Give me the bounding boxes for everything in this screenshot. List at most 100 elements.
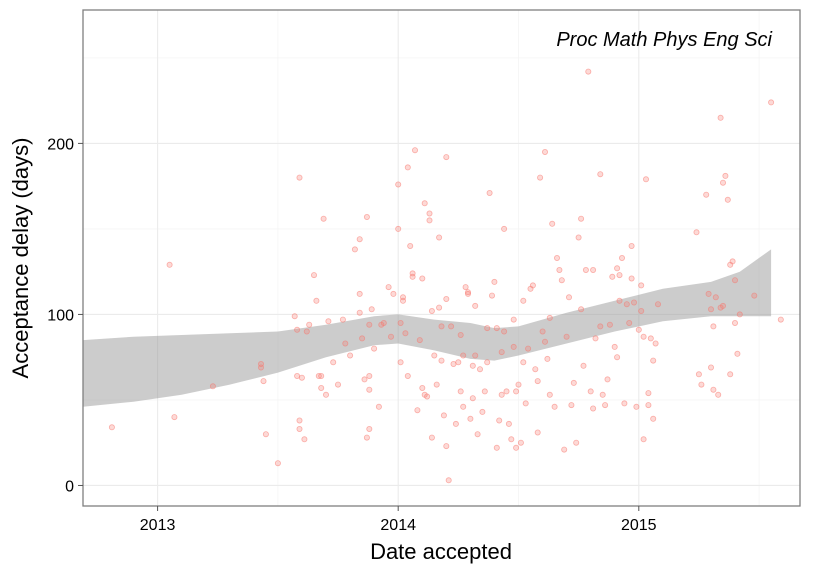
data-point [597,323,604,330]
data-point [320,215,327,222]
x-axis-title: Date accepted [370,539,512,564]
data-point [294,326,301,333]
data-point [171,414,178,421]
data-point [563,333,570,340]
data-point [729,258,736,265]
data-point [633,403,640,410]
data-point [334,381,341,388]
data-point [578,306,585,313]
data-point [616,297,623,304]
data-point [409,270,416,277]
data-point [720,302,727,309]
data-point [443,443,450,450]
data-point [260,378,267,385]
data-point [347,352,354,359]
data-point [404,372,411,379]
data-point [736,311,743,318]
data-point [710,386,717,393]
data-point [635,326,642,333]
data-point [777,316,784,323]
data-point [469,362,476,369]
data-point [517,439,524,446]
data-point [705,290,712,297]
data-point [488,292,495,299]
data-point [166,261,173,268]
data-point [539,328,546,335]
y-axis-ticks: 0 100 200 [47,136,83,495]
data-point [556,266,563,273]
data-point [262,431,269,438]
data-point [363,434,370,441]
data-point [520,297,527,304]
data-point [491,278,498,285]
data-point [414,407,421,414]
data-point [366,321,373,328]
data-point [108,424,115,431]
data-point [510,316,517,323]
data-point [645,390,652,397]
data-points [108,68,784,484]
data-point [443,154,450,161]
data-point [532,366,539,373]
data-point [390,290,397,297]
data-point [356,236,363,243]
y-axis-title: Acceptance delay (days) [8,138,33,379]
data-point [501,225,508,232]
data-point [472,302,479,309]
data-point [440,412,447,419]
y-tick-label: 200 [47,136,74,153]
data-point [428,434,435,441]
data-point [274,460,281,467]
data-point [537,174,544,181]
data-point [493,325,500,332]
data-point [339,316,346,323]
data-point [585,68,592,75]
annotation-journal: Proc Math Phys Eng Sci [556,29,772,51]
data-point [395,181,402,188]
data-point [363,213,370,220]
data-point [387,333,394,340]
data-point [296,417,303,424]
data-point [520,359,527,366]
data-point [570,379,577,386]
data-point [481,388,488,395]
data-point [724,196,731,203]
data-point [720,179,727,186]
data-point [609,273,616,280]
data-point [306,321,313,328]
data-point [426,210,433,217]
data-point [546,391,553,398]
data-point [298,374,305,381]
data-point [404,164,411,171]
data-point [351,246,358,253]
data-point [325,318,332,325]
data-point [303,328,310,335]
data-point [342,340,349,347]
data-point [419,275,426,282]
data-point [650,357,657,364]
data-point [366,386,373,393]
y-tick-label: 0 [65,478,74,495]
data-point [727,371,734,378]
data-point [476,366,483,373]
data-point [732,319,739,326]
data-point [722,172,729,179]
data-point [510,343,517,350]
data-point [710,323,717,330]
data-point [587,388,594,395]
data-point [436,234,443,241]
data-point [614,354,621,361]
x-tick-label: 2015 [621,517,657,534]
data-point [693,229,700,236]
data-point [578,215,585,222]
data-point [597,171,604,178]
y-tick-label: 100 [47,307,74,324]
data-point [640,436,647,443]
data-point [604,376,611,383]
data-point [385,284,392,291]
data-point [428,307,435,314]
data-point [366,425,373,432]
data-point [416,337,423,344]
data-point [592,335,599,342]
